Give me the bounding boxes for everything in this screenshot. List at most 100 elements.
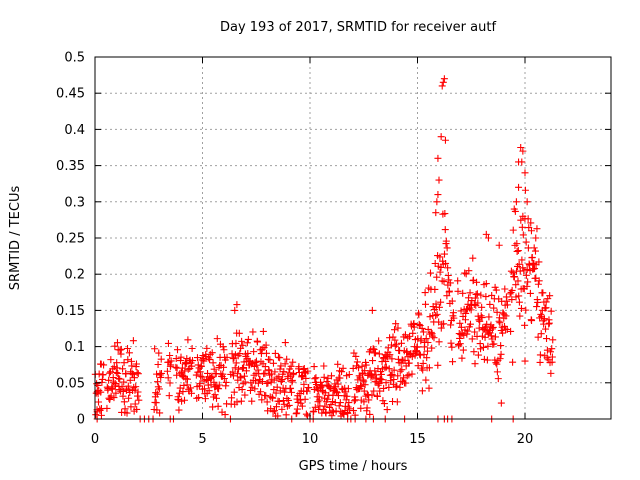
- y-tick-label: 0: [77, 413, 85, 428]
- data-point: [266, 356, 274, 364]
- data-point: [251, 385, 259, 393]
- data-point: [283, 402, 291, 410]
- data-point: [275, 397, 283, 405]
- data-point: [540, 315, 548, 323]
- data-point: [542, 298, 550, 306]
- data-point: [368, 391, 376, 399]
- data-point: [178, 397, 186, 405]
- data-point: [249, 328, 257, 336]
- data-point: [105, 376, 113, 384]
- data-point: [237, 397, 245, 405]
- data-point: [110, 394, 118, 402]
- data-point: [516, 312, 524, 320]
- data-point: [438, 82, 446, 90]
- data-point: [231, 364, 239, 372]
- data-point: [513, 240, 521, 248]
- data-point: [523, 282, 531, 290]
- data-point: [543, 346, 551, 354]
- data-point: [437, 324, 445, 332]
- data-point: [115, 374, 123, 382]
- data-point: [172, 355, 180, 363]
- data-point: [276, 365, 284, 373]
- data-point: [338, 368, 346, 376]
- data-point: [534, 280, 542, 288]
- data-point: [359, 376, 367, 384]
- data-point: [531, 247, 539, 255]
- data-point: [527, 227, 535, 235]
- data-point: [271, 368, 279, 376]
- data-point: [518, 256, 526, 264]
- data-point: [344, 385, 352, 393]
- data-point: [390, 366, 398, 374]
- data-point: [470, 301, 478, 309]
- data-point: [517, 304, 525, 312]
- data-point: [419, 359, 427, 367]
- data-point: [108, 385, 116, 393]
- data-point: [113, 339, 121, 347]
- data-point: [111, 342, 119, 350]
- data-point: [175, 389, 183, 397]
- data-point: [496, 355, 504, 363]
- data-point: [526, 289, 534, 297]
- data-point: [491, 333, 499, 341]
- data-point: [95, 398, 103, 406]
- data-point: [188, 362, 196, 370]
- y-tick-label: 0.1: [64, 340, 85, 355]
- data-point: [302, 410, 310, 418]
- data-point: [334, 380, 342, 388]
- data-point: [442, 237, 450, 245]
- x-tick-label: 15: [409, 432, 426, 447]
- data-point: [269, 394, 277, 402]
- data-point: [165, 392, 173, 400]
- data-point: [157, 369, 165, 377]
- data-point: [528, 253, 536, 261]
- data-point: [122, 370, 130, 378]
- data-point: [534, 333, 542, 341]
- data-point: [281, 339, 289, 347]
- data-point: [120, 398, 128, 406]
- data-point: [302, 374, 310, 382]
- data-point: [405, 371, 413, 379]
- data-point: [327, 372, 335, 380]
- data-point: [99, 371, 107, 379]
- data-point: [262, 341, 270, 349]
- data-point: [497, 350, 505, 358]
- data-point: [387, 371, 395, 379]
- data-point: [131, 400, 139, 408]
- data-point: [320, 373, 328, 381]
- data-point: [236, 373, 244, 381]
- data-point: [432, 312, 440, 320]
- data-point: [345, 371, 353, 379]
- data-point: [200, 357, 208, 365]
- data-point: [521, 321, 529, 329]
- data-point: [380, 400, 388, 408]
- data-point: [97, 388, 105, 396]
- data-point: [155, 349, 163, 357]
- data-point: [197, 372, 205, 380]
- data-point: [182, 375, 190, 383]
- data-point: [93, 380, 101, 388]
- data-point: [310, 363, 318, 371]
- data-point: [295, 363, 303, 371]
- data-point: [152, 389, 160, 397]
- data-point: [269, 359, 277, 367]
- data-point: [332, 388, 340, 396]
- data-point: [483, 356, 491, 364]
- data-point: [285, 401, 293, 409]
- data-point: [287, 384, 295, 392]
- data-point: [421, 300, 429, 308]
- data-point: [164, 339, 172, 347]
- data-point: [240, 372, 248, 380]
- data-point: [440, 320, 448, 328]
- data-point: [220, 374, 228, 382]
- data-point: [188, 345, 196, 353]
- data-point: [154, 378, 162, 386]
- data-point: [466, 320, 474, 328]
- data-point: [434, 154, 442, 162]
- data-point: [458, 354, 466, 362]
- data-point: [482, 230, 490, 238]
- data-point: [394, 324, 402, 332]
- data-point: [274, 412, 282, 420]
- data-point: [179, 388, 187, 396]
- data-point: [466, 289, 474, 297]
